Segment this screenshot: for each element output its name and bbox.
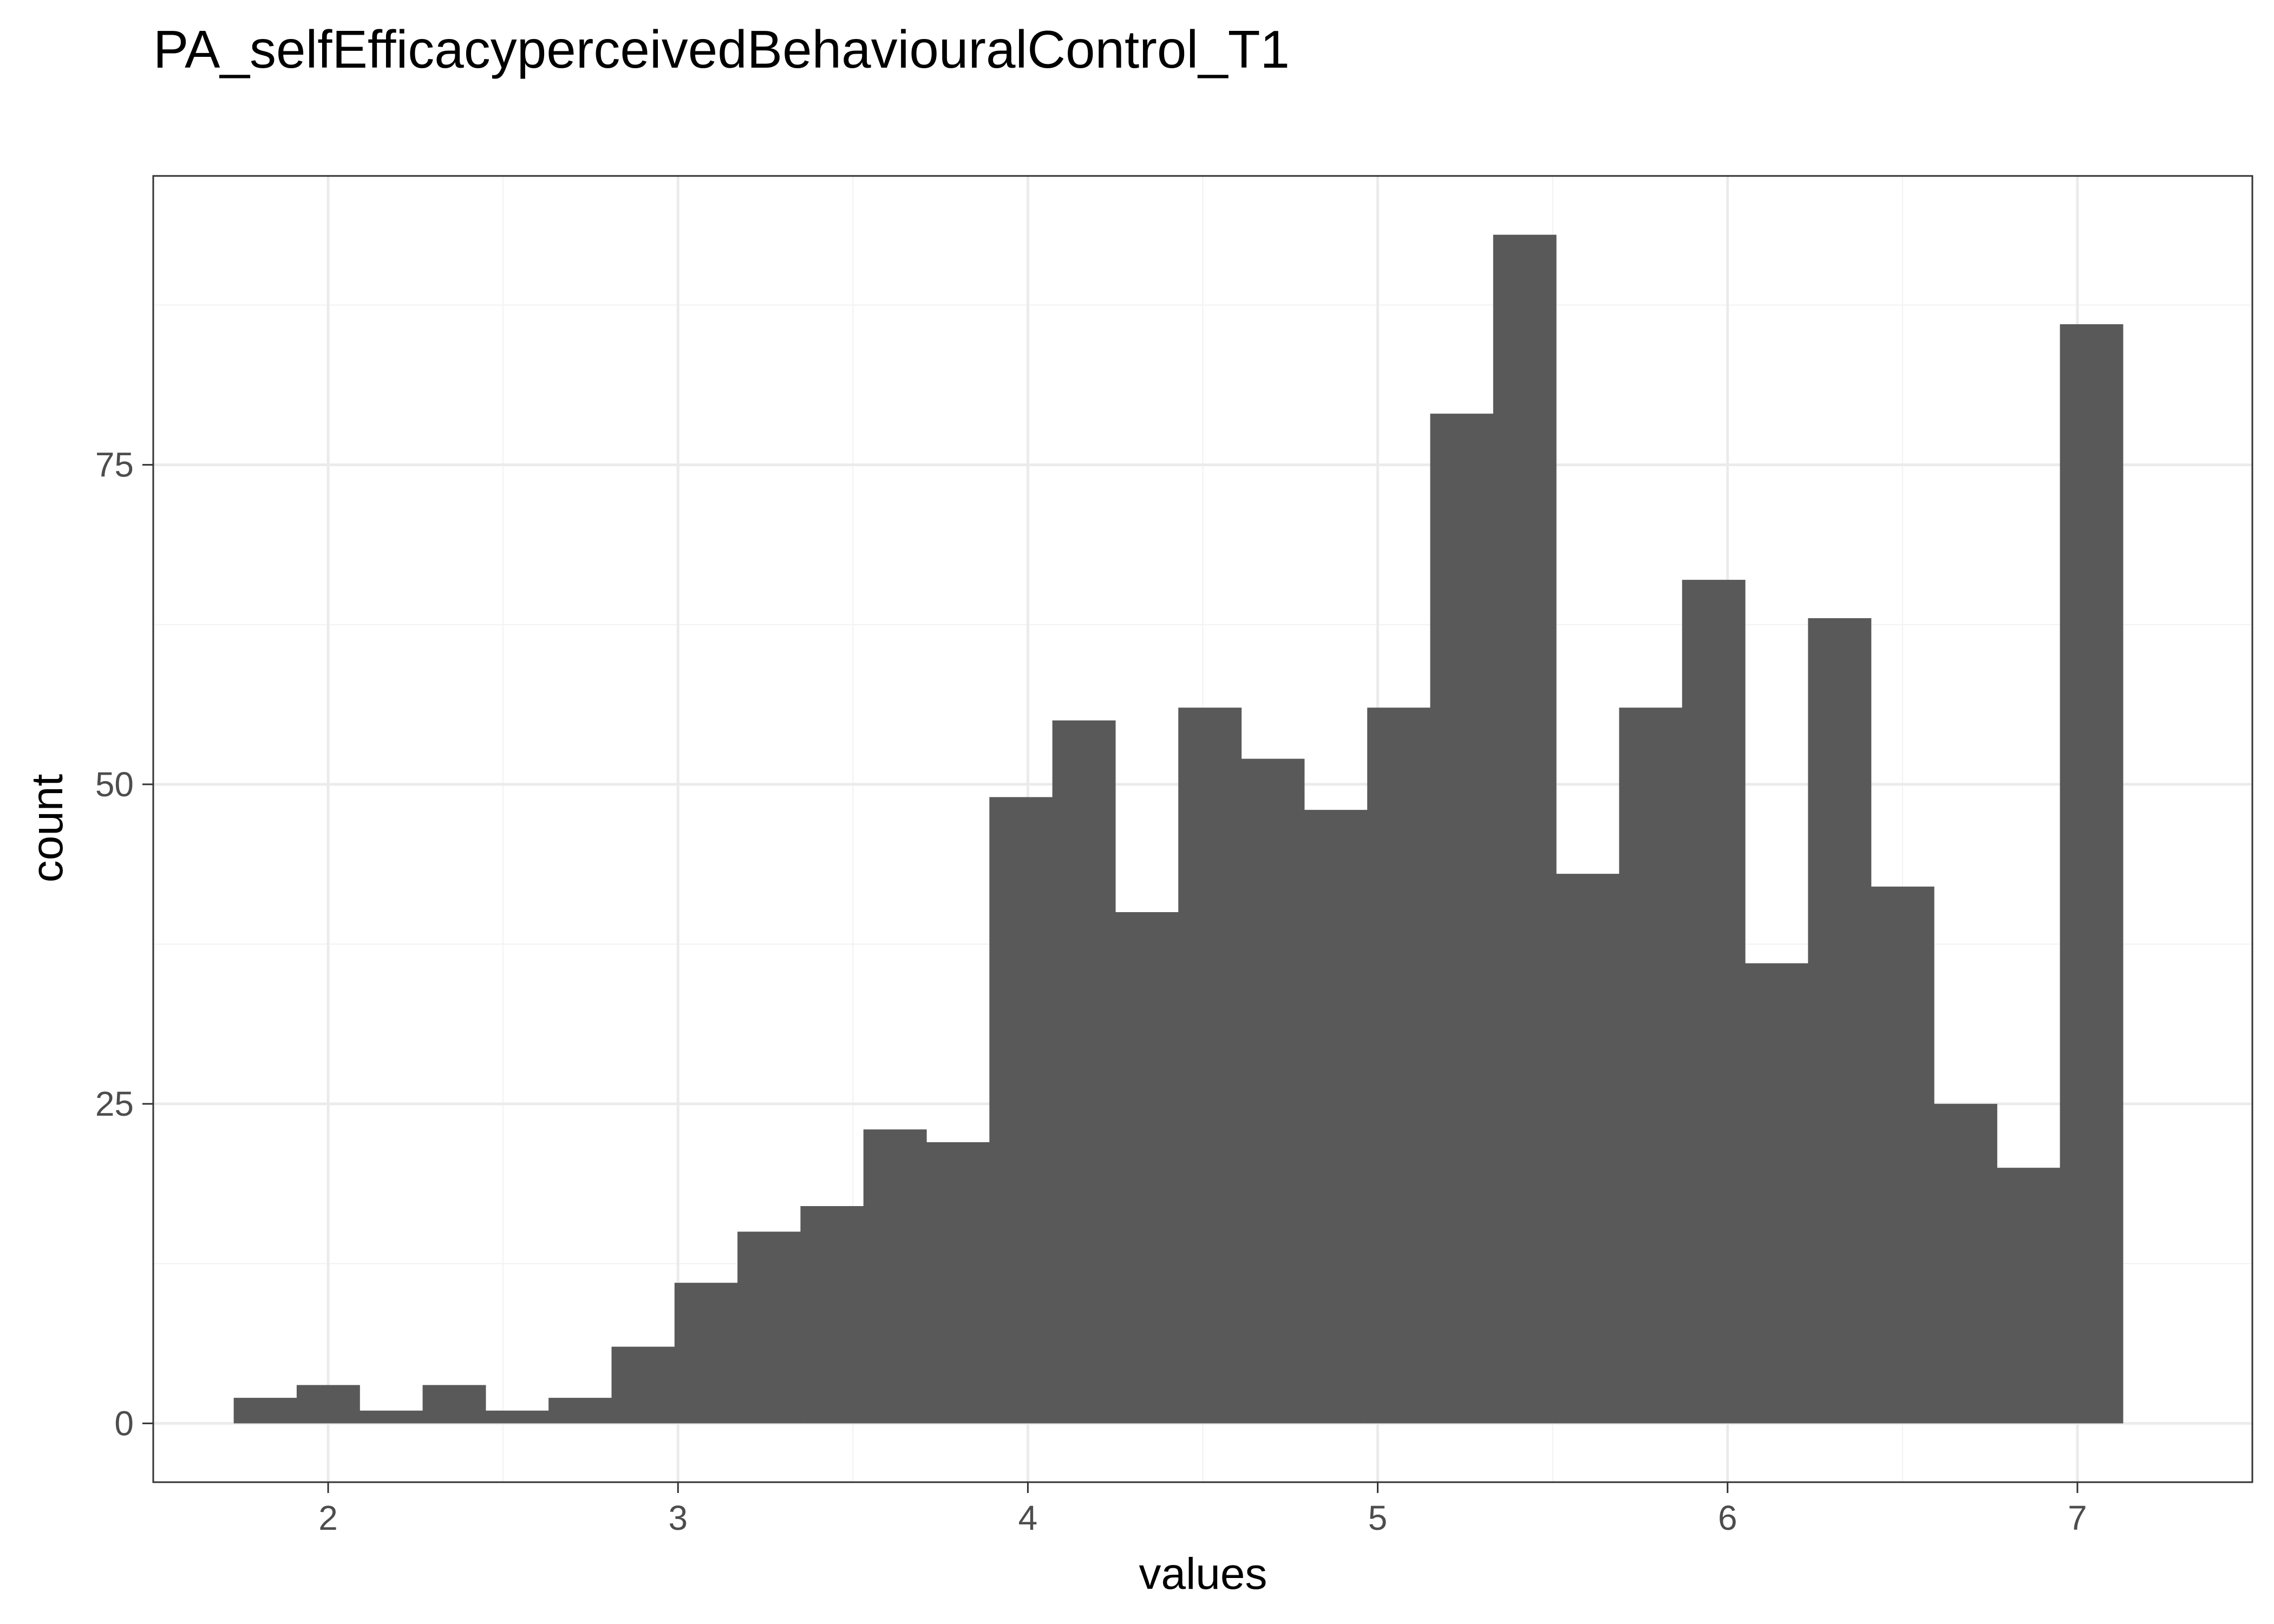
histogram-bar [1997,1168,2061,1424]
histogram-bar [926,1142,990,1424]
histogram-bar [1052,720,1116,1424]
histogram-bar [360,1410,423,1424]
histogram-bar [800,1206,864,1424]
histogram-bar [1556,874,1620,1424]
y-tick-label: 50 [95,765,134,804]
plot-panel-border [152,175,2253,1483]
histogram-bar [863,1129,927,1424]
histogram-bar [674,1282,738,1424]
x-tick-label: 5 [1368,1498,1388,1537]
x-tick-label: 6 [1718,1498,1737,1537]
y-axis: 0 25 50 75 [95,446,153,1443]
histogram-bar [2060,324,2123,1424]
histogram-bar [1871,886,1935,1424]
histogram-bar [1933,1104,1997,1424]
histogram-bar [989,797,1053,1424]
histogram-bar [422,1385,486,1424]
x-tick-label: 7 [2068,1498,2087,1537]
y-tick-label: 25 [95,1084,134,1123]
histogram-bar [737,1232,801,1424]
histogram-bar [1808,618,1872,1424]
histogram-bar [1430,414,1494,1424]
histogram-bar [1115,912,1179,1424]
histogram-bar [1241,758,1305,1424]
histogram-bar [1304,810,1368,1424]
y-axis-title: count [23,774,72,882]
histogram-bars [233,234,2123,1424]
histogram-bar [1493,234,1557,1424]
x-axis: 2 3 4 5 6 7 [318,1482,2087,1537]
histogram-bar [1367,708,1431,1424]
histogram-bar [233,1398,297,1424]
x-axis-title: values [1139,1549,1267,1599]
x-tick-label: 4 [1018,1498,1038,1537]
x-tick-label: 3 [668,1498,688,1537]
histogram-bar [611,1346,675,1424]
histogram-bar [485,1410,549,1424]
histogram-bar [1619,708,1683,1424]
y-tick-label: 75 [95,446,134,484]
histogram-bar [1682,580,1746,1424]
chart-title: PA_selfEfficacyperceivedBehaviouralContr… [153,19,1290,79]
histogram-bar [1745,963,1808,1424]
x-tick-label: 2 [318,1498,338,1537]
y-tick-label: 0 [114,1404,134,1443]
histogram-bar [548,1398,612,1424]
histogram-bar [1178,708,1242,1424]
histogram-bar [296,1385,360,1424]
